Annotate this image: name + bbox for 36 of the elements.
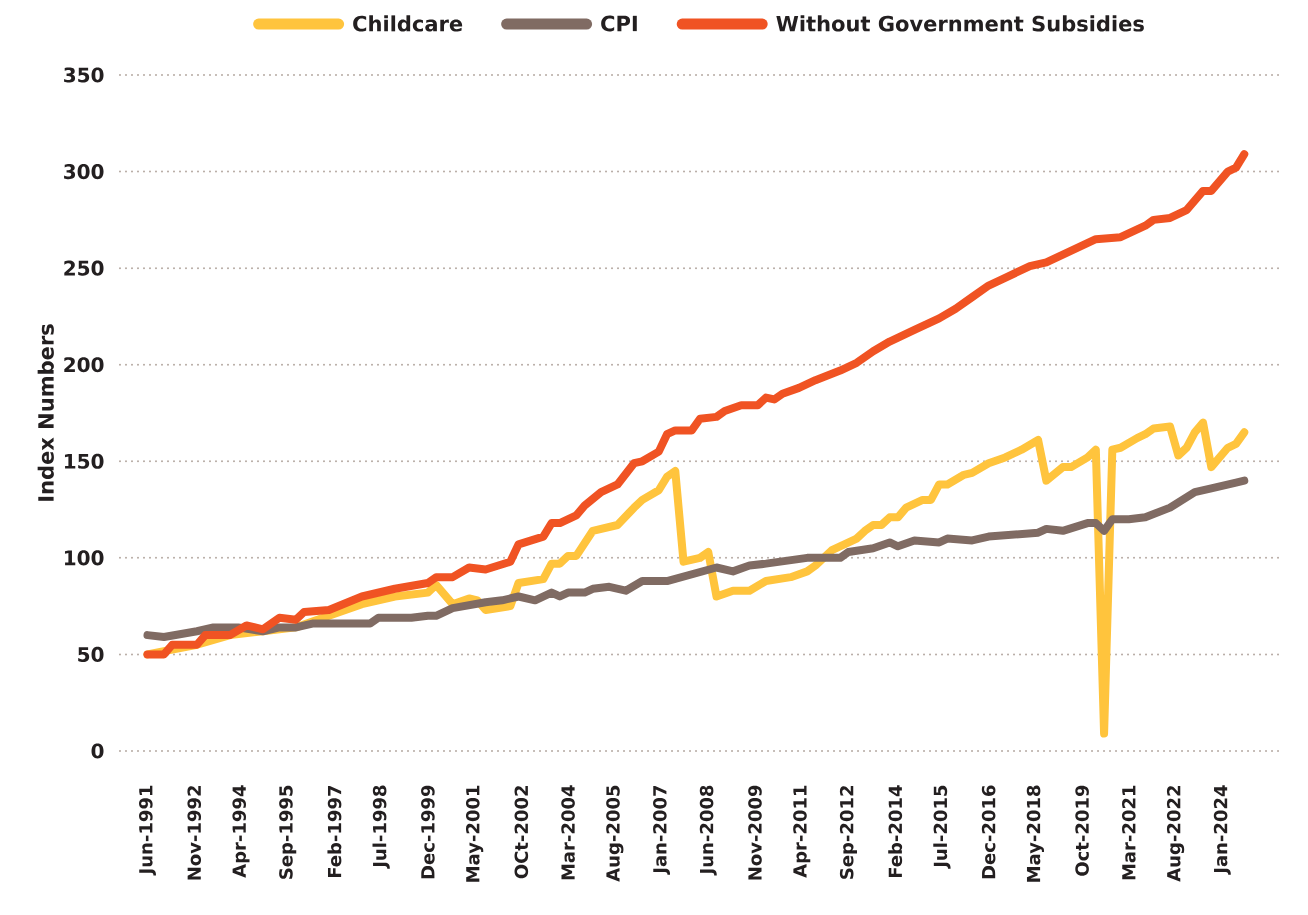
legend-label: Childcare — [353, 15, 463, 32]
y-tick-label: 300 — [64, 164, 104, 180]
x-tick-label: Aug-2005 — [606, 785, 624, 882]
x-tick-label: Apr-1994 — [232, 785, 250, 878]
x-tick-label: Nov-1992 — [187, 786, 202, 880]
y-axis-title: Index Numbers — [37, 324, 54, 501]
x-tick-label: May-2001 — [465, 785, 484, 882]
x-tick-label: Dec-2016 — [981, 785, 996, 879]
x-tick-label: Sep-2012 — [839, 786, 857, 879]
y-tick-label: 350 — [64, 67, 104, 83]
x-tick-label: OCt-2002 — [514, 786, 529, 879]
x-tick-label: Jan-2024 — [1213, 785, 1231, 875]
x-tick-label: Sep-1995 — [279, 785, 297, 879]
x-tick-label: Jun-2008 — [699, 785, 717, 876]
y-tick-label: 100 — [64, 550, 104, 566]
x-tick-label: Oct-2019 — [1075, 785, 1089, 876]
x-tick-label: Dec-1999 — [421, 785, 435, 879]
y-tick-label: 150 — [64, 453, 104, 469]
legend-label: CPI — [601, 15, 637, 32]
x-tick-label: May-2018 — [1026, 785, 1044, 882]
y-tick-label: 250 — [64, 260, 104, 276]
x-tick-label: Apr-2011 — [793, 785, 811, 878]
legend-label: Without Government Subsidies — [776, 15, 1144, 32]
y-tick-label: 0 — [91, 743, 104, 759]
x-tick-label: Feb-1997 — [327, 785, 342, 878]
x-tick-label: Jul-1998 — [372, 785, 390, 869]
x-tick-label: Mar-2004 — [561, 785, 575, 880]
x-tick-label: Feb-2014 — [888, 785, 903, 878]
y-tick-label: 50 — [78, 646, 104, 662]
y-tick-label: 200 — [64, 357, 104, 373]
x-tick-label: Jun-1991 — [139, 785, 156, 876]
x-tick-label: Nov-2009 — [748, 785, 762, 880]
x-tick-label: Mar-2021 — [1122, 785, 1136, 880]
x-tick-label: Jul-2015 — [933, 785, 951, 869]
x-tick-label: Aug-2022 — [1166, 786, 1185, 882]
x-tick-label: Jan-2007 — [653, 785, 671, 875]
